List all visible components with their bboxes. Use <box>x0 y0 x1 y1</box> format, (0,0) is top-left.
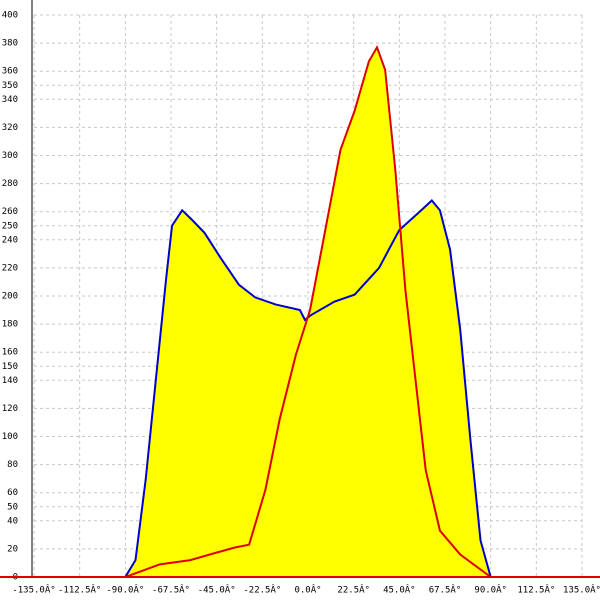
series-line <box>124 44 492 578</box>
y-tick-label: 240 <box>2 235 18 245</box>
y-tick-label: 200 <box>2 292 18 302</box>
x-tick-label: -67.5Â° <box>152 584 190 596</box>
y-tick-label: 350 <box>2 81 18 91</box>
y-tick-label: 40 <box>7 516 18 526</box>
y-tick-label: 150 <box>2 362 18 372</box>
y-tick-label: 80 <box>7 460 18 470</box>
y-tick-label: 300 <box>2 151 18 161</box>
x-tick-label: 22.5Â° <box>337 584 370 596</box>
x-tick-label: 90.0Â° <box>474 584 507 596</box>
y-tick-label: 140 <box>2 376 18 386</box>
x-tick-label: -135.0Â° <box>12 584 55 596</box>
y-tick-label: 50 <box>7 502 18 512</box>
x-tick-label: 0.0Â° <box>294 584 321 596</box>
y-tick-label: 120 <box>2 404 18 414</box>
y-tick-label: 220 <box>2 263 18 273</box>
x-tick-label: 67.5Â° <box>429 584 462 596</box>
y-tick-label: 340 <box>2 95 18 105</box>
x-tick-label: 135.0Â° <box>563 584 600 596</box>
x-tick-label: -45.0Â° <box>198 584 236 596</box>
y-tick-label: 360 <box>2 67 18 77</box>
y-tick-label: 60 <box>7 488 18 498</box>
area-fill <box>125 47 491 577</box>
y-tick-label: 20 <box>7 544 18 554</box>
x-tick-label: -90.0Â° <box>106 584 144 596</box>
series-line <box>124 199 492 578</box>
y-tick-label: 380 <box>2 39 18 49</box>
y-tick-label: 250 <box>2 221 18 231</box>
y-tick-label: 260 <box>2 207 18 217</box>
y-tick-label: 320 <box>2 123 18 133</box>
x-tick-label: -112.5Â° <box>58 584 101 596</box>
y-tick-label: 400 <box>2 11 18 21</box>
x-tick-label: 112.5Â° <box>517 584 555 596</box>
y-tick-label: 280 <box>2 179 18 189</box>
y-tick-label: 100 <box>2 432 18 442</box>
x-tick-label: 45.0Â° <box>383 584 416 596</box>
y-tick-label: 180 <box>2 320 18 330</box>
y-tick-label: 160 <box>2 348 18 358</box>
x-tick-label: -22.5Â° <box>243 584 281 596</box>
